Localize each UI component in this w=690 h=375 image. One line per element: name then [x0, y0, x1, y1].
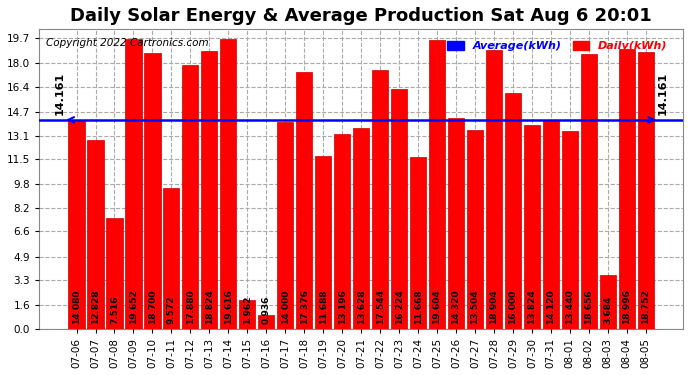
Bar — [353, 128, 369, 329]
Text: 17.376: 17.376 — [299, 290, 308, 324]
Text: 18.904: 18.904 — [489, 290, 498, 324]
Text: 18.824: 18.824 — [205, 290, 214, 324]
Title: Daily Solar Energy & Average Production Sat Aug 6 20:01: Daily Solar Energy & Average Production … — [70, 7, 652, 25]
Bar — [562, 130, 578, 329]
Bar — [220, 39, 237, 329]
Text: 14.161: 14.161 — [55, 72, 65, 116]
Bar — [543, 120, 559, 329]
Bar — [258, 315, 275, 329]
Bar — [68, 121, 85, 329]
Bar — [600, 274, 616, 329]
Text: 14.320: 14.320 — [451, 290, 460, 324]
Bar — [182, 65, 199, 329]
Text: 13.440: 13.440 — [565, 290, 574, 324]
Bar — [296, 72, 313, 329]
Text: 18.752: 18.752 — [641, 290, 650, 324]
Bar — [126, 39, 141, 329]
Bar — [391, 90, 407, 329]
Bar — [164, 188, 179, 329]
Text: 0.936: 0.936 — [262, 296, 270, 324]
Bar — [619, 48, 635, 329]
Bar — [448, 117, 464, 329]
Text: 14.080: 14.080 — [72, 290, 81, 324]
Text: 1.962: 1.962 — [243, 296, 252, 324]
Bar — [88, 140, 103, 329]
Text: 18.656: 18.656 — [584, 290, 593, 324]
Bar — [505, 93, 521, 329]
Text: 18.700: 18.700 — [148, 290, 157, 324]
Text: 18.996: 18.996 — [622, 290, 631, 324]
Bar — [144, 53, 161, 329]
Text: 17.880: 17.880 — [186, 290, 195, 324]
Bar — [638, 52, 654, 329]
Text: 14.000: 14.000 — [281, 290, 290, 324]
Text: 13.628: 13.628 — [357, 290, 366, 324]
Bar — [467, 130, 483, 329]
Text: 19.604: 19.604 — [433, 290, 442, 324]
Bar — [581, 54, 597, 329]
Text: 19.652: 19.652 — [129, 290, 138, 324]
Bar — [486, 50, 502, 329]
Bar — [334, 134, 351, 329]
Bar — [524, 125, 540, 329]
Text: 16.000: 16.000 — [509, 290, 518, 324]
Bar — [410, 157, 426, 329]
Text: 13.196: 13.196 — [337, 290, 346, 324]
Bar — [429, 39, 445, 329]
Bar — [239, 300, 255, 329]
Text: 13.504: 13.504 — [471, 290, 480, 324]
Bar — [315, 156, 331, 329]
Text: 12.828: 12.828 — [91, 290, 100, 324]
Legend: Average(kWh), Daily(kWh): Average(kWh), Daily(kWh) — [444, 38, 671, 55]
Text: 16.224: 16.224 — [395, 290, 404, 324]
Text: 19.616: 19.616 — [224, 290, 233, 324]
Text: 7.516: 7.516 — [110, 296, 119, 324]
Text: 17.544: 17.544 — [375, 290, 384, 324]
Text: Copyright 2022 Cartronics.com: Copyright 2022 Cartronics.com — [46, 38, 208, 48]
Text: 3.684: 3.684 — [603, 296, 612, 324]
Bar — [106, 218, 123, 329]
Text: 9.572: 9.572 — [167, 296, 176, 324]
Bar — [372, 70, 388, 329]
Bar — [277, 122, 293, 329]
Text: 14.120: 14.120 — [546, 290, 555, 324]
Text: 13.824: 13.824 — [527, 290, 536, 324]
Text: 14.161: 14.161 — [658, 72, 668, 116]
Text: 11.688: 11.688 — [319, 290, 328, 324]
Bar — [201, 51, 217, 329]
Text: 11.668: 11.668 — [413, 290, 422, 324]
